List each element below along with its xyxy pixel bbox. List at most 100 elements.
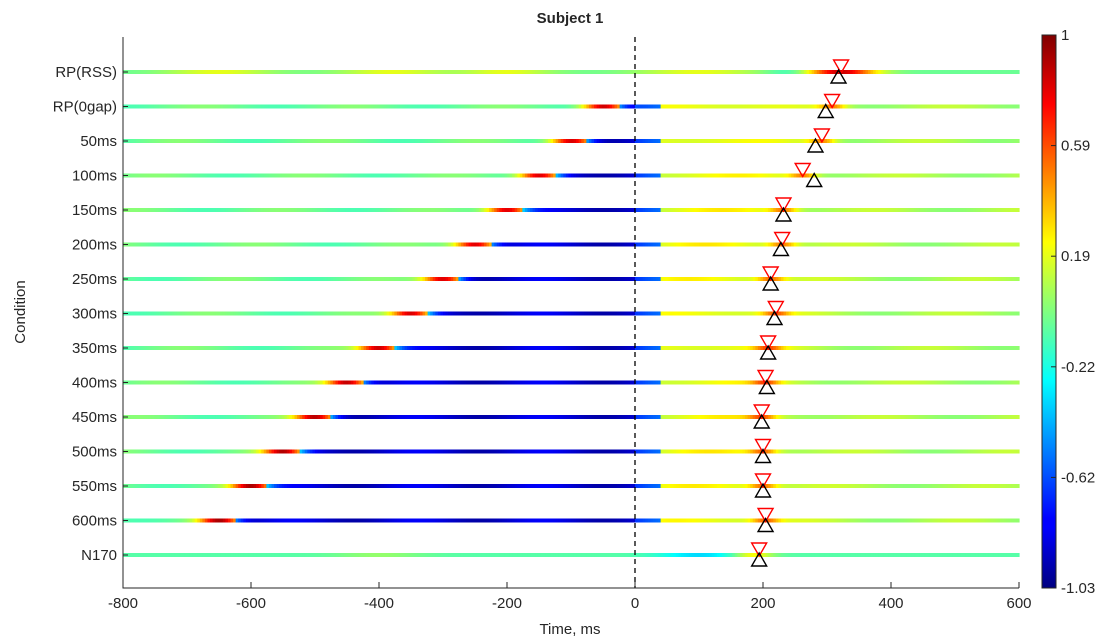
trace-segment [809, 277, 813, 281]
trace-segment [230, 242, 234, 247]
trace-segment [432, 415, 436, 419]
trace-segment [1006, 380, 1010, 385]
trace-segment [821, 173, 826, 178]
trace-segment [327, 277, 331, 281]
trace-segment [266, 380, 270, 385]
trace-segment [906, 208, 910, 212]
trace-segment [230, 484, 234, 488]
trace-segment [204, 277, 209, 281]
trace-segment [325, 346, 329, 350]
trace-segment [599, 346, 603, 350]
trace-segment [622, 518, 626, 523]
trace-segment [289, 380, 293, 385]
trace-segment [926, 311, 930, 316]
trace-segment [768, 518, 772, 523]
trace-segment [399, 449, 403, 454]
trace-segment [148, 242, 152, 247]
trace-segment [745, 346, 749, 350]
trace-segment [458, 518, 462, 523]
trace-segment [302, 104, 306, 109]
trace-segment [458, 173, 462, 178]
trace-segment [601, 449, 605, 454]
trace-segment [153, 139, 157, 143]
trace-segment [348, 104, 352, 109]
trace-segment [166, 139, 170, 143]
trace-segment [384, 311, 388, 316]
trace-segment [138, 518, 142, 523]
trace-segment [691, 518, 695, 523]
trace-segment [942, 208, 946, 212]
trace-segment [914, 311, 918, 316]
trace-segment [658, 518, 662, 523]
trace-segment [425, 139, 429, 143]
trace-segment [471, 208, 475, 212]
trace-segment [939, 311, 943, 316]
trace-segment [402, 484, 406, 488]
trace-segment [573, 139, 577, 143]
trace-segment [163, 553, 168, 557]
trace-segment [407, 208, 411, 212]
trace-segment [391, 208, 395, 212]
trace-segment [926, 380, 930, 385]
trace-segment [711, 380, 715, 385]
trace-segment [990, 173, 994, 178]
trace-segment [565, 104, 570, 109]
trace-segment [353, 242, 357, 247]
trace-segment [512, 173, 516, 178]
trace-segment [486, 518, 490, 523]
trace-segment [939, 70, 943, 74]
trace-segment [146, 208, 150, 212]
trace-segment [658, 70, 662, 74]
trace-segment [233, 173, 237, 178]
trace-segment [227, 484, 232, 488]
trace-segment [256, 70, 260, 74]
trace-segment [427, 70, 431, 74]
trace-segment [965, 380, 969, 385]
trace-segment [719, 242, 723, 247]
trace-segment [450, 449, 454, 454]
trace-segment [489, 518, 493, 523]
trace-segment [962, 277, 966, 281]
trace-segment [199, 242, 203, 247]
trace-segment [379, 104, 383, 109]
trace-segment [430, 346, 434, 350]
trace-segment [844, 449, 849, 454]
trace-segment [891, 449, 895, 454]
trace-segment [174, 139, 178, 143]
trace-segment [233, 553, 237, 557]
trace-segment [573, 449, 577, 454]
trace-segment [317, 346, 321, 350]
trace-segment [440, 277, 444, 281]
trace-segment [816, 518, 820, 523]
trace-segment [271, 553, 275, 557]
trace-segment [880, 311, 884, 316]
trace-segment [921, 311, 925, 316]
trace-segment [988, 484, 992, 488]
trace-segment [550, 346, 554, 350]
trace-segment [448, 518, 452, 523]
trace-segment [624, 139, 628, 143]
trace-segment [681, 173, 685, 178]
trace-segment [824, 449, 828, 454]
trace-segment [1013, 104, 1018, 109]
trace-segment [366, 139, 370, 143]
trace-segment [266, 139, 270, 143]
trace-segment [358, 208, 362, 212]
trace-segment [297, 518, 301, 523]
trace-segment [668, 346, 672, 350]
trace-segment [340, 415, 344, 419]
trace-segment [972, 380, 977, 385]
trace-segment [983, 311, 987, 316]
trace-segment [140, 242, 145, 247]
trace-segment [706, 139, 710, 143]
trace-segment [435, 449, 439, 454]
trace-segment [798, 518, 802, 523]
trace-segment [606, 518, 610, 523]
trace-segment [261, 415, 265, 419]
trace-segment [788, 139, 792, 143]
trace-segment [629, 104, 634, 109]
trace-segment [642, 104, 646, 109]
trace-segment [757, 449, 762, 454]
trace-segment [573, 70, 577, 74]
trace-segment [448, 346, 452, 350]
